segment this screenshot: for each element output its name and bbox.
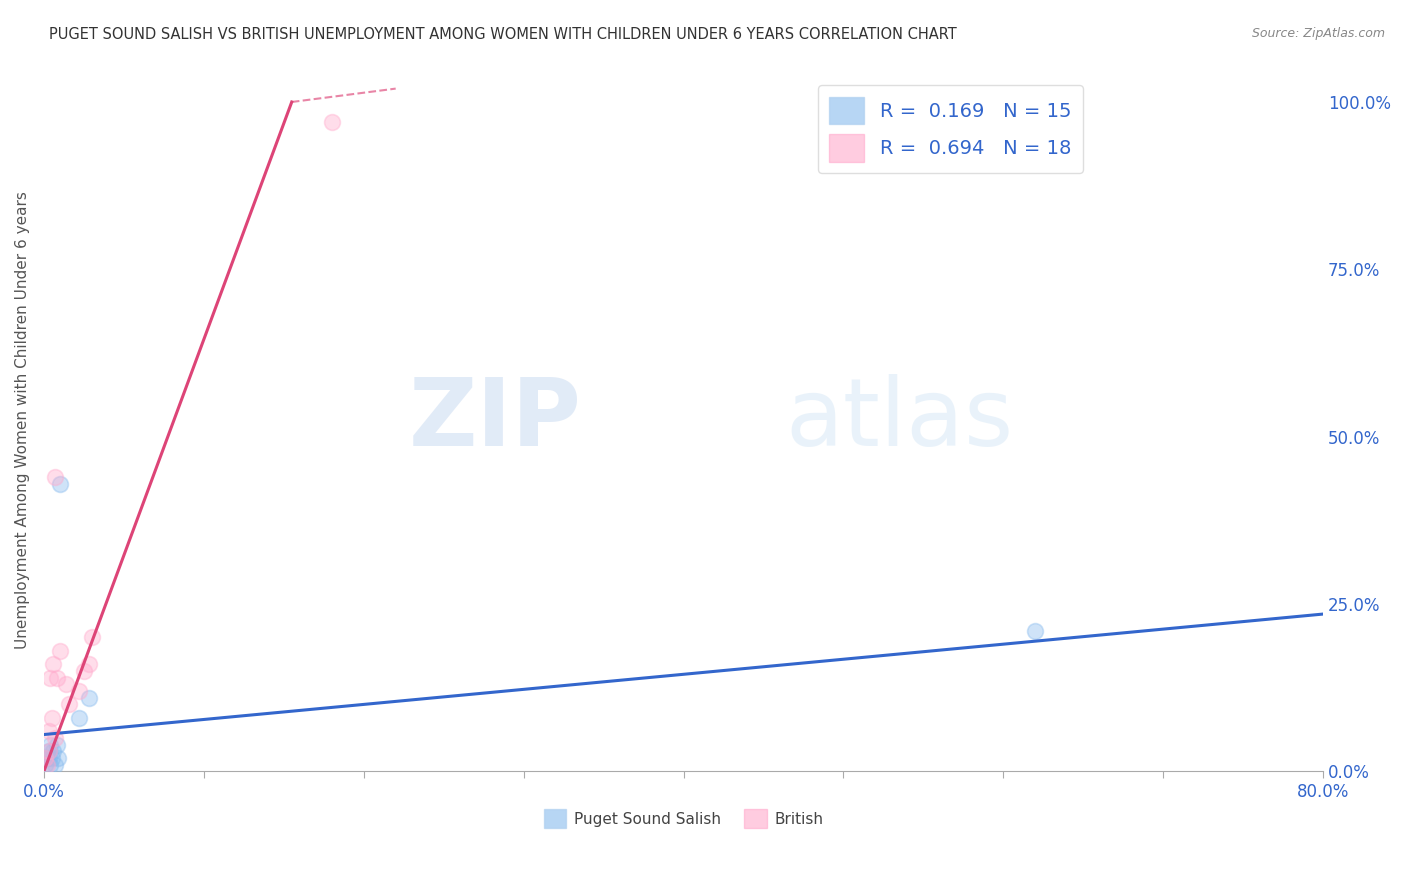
Point [55,677,77,691]
Point [73,664,96,678]
Point [35,757,58,772]
Y-axis label: Unemployment Among Women with Children Under 6 years: Unemployment Among Women with Children U… [15,191,30,648]
Text: PUGET SOUND SALISH VS BRITISH UNEMPLOYMENT AMONG WOMEN WITH CHILDREN UNDER 6 YEA: PUGET SOUND SALISH VS BRITISH UNEMPLOYME… [49,27,957,42]
Point [49,476,72,491]
Point [38,744,60,758]
Point [44,470,66,484]
Point [44,757,66,772]
Point [38,724,60,739]
Point [80,631,103,645]
Point [38,744,60,758]
Point [39,757,62,772]
Point [77,690,100,705]
Point [42,657,65,672]
Legend: Puget Sound Salish, British: Puget Sound Salish, British [537,803,830,834]
Point [34,757,56,772]
Point [44,731,66,745]
Point [46,751,69,765]
Point [39,671,62,685]
Point [45,671,67,685]
Point [1024,624,1046,638]
Point [321,115,343,129]
Point [45,738,67,752]
Point [77,657,100,672]
Point [39,738,62,752]
Point [41,711,63,725]
Point [38,751,60,765]
Point [58,698,80,712]
Point [41,751,63,765]
Point [35,751,58,765]
Point [67,684,90,698]
Text: Source: ZipAtlas.com: Source: ZipAtlas.com [1251,27,1385,40]
Point [67,711,90,725]
Point [49,644,72,658]
Point [34,751,56,765]
Text: atlas: atlas [786,374,1014,466]
Point [42,744,65,758]
Text: ZIP: ZIP [408,374,581,466]
